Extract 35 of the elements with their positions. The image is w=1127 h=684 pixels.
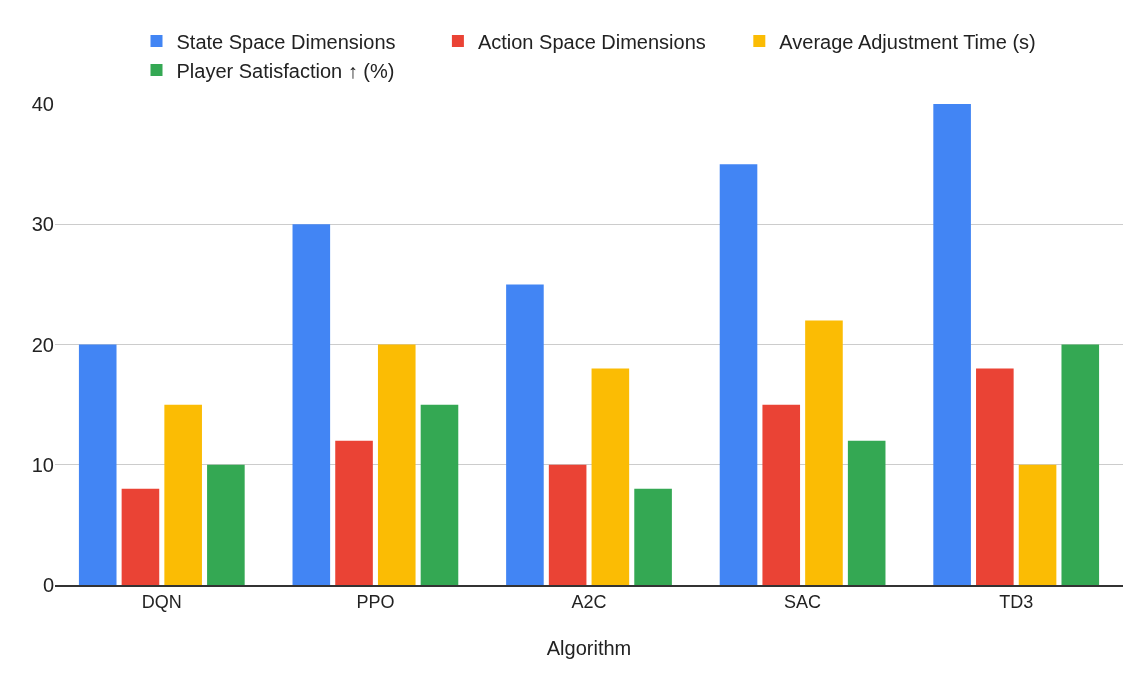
bar: [548, 464, 587, 585]
legend-label: Player Satisfaction ↑ (%): [176, 59, 395, 82]
bar: [976, 368, 1014, 585]
bar: [377, 344, 416, 585]
x-tick-label: TD3: [999, 592, 1034, 613]
bar: [933, 104, 971, 585]
bar: [121, 488, 160, 585]
bar: [78, 344, 117, 585]
bar: [762, 404, 801, 585]
bar: [1061, 344, 1100, 585]
bar: [847, 440, 886, 585]
bar: [634, 488, 672, 585]
legend-label: Average Adjustment Time (s): [779, 30, 1036, 53]
y-tick-label: 0: [42, 574, 54, 596]
x-tick-label: DQN: [141, 592, 182, 613]
bar: [207, 464, 245, 585]
bar: [292, 224, 331, 585]
y-tick-label: 30: [31, 213, 54, 236]
x-tick-label: A2C: [571, 592, 607, 613]
bar: [506, 284, 544, 585]
legend-label: Action Space Dimensions: [477, 30, 706, 53]
bar: [719, 164, 758, 585]
x-axis-title: Algorithm: [546, 637, 632, 660]
bar: [805, 320, 843, 585]
y-tick-label: 10: [31, 453, 54, 476]
bar: [164, 404, 202, 585]
x-tick-label: SAC: [784, 592, 822, 613]
bar: [335, 440, 373, 585]
bar: [591, 368, 630, 585]
x-tick-label: PPO: [356, 592, 395, 613]
y-tick-label: 20: [31, 333, 54, 356]
bar: [1018, 464, 1057, 585]
bar: [420, 404, 459, 585]
legend-label: State Space Dimensions: [176, 30, 396, 53]
y-tick-label: 40: [31, 93, 54, 115]
